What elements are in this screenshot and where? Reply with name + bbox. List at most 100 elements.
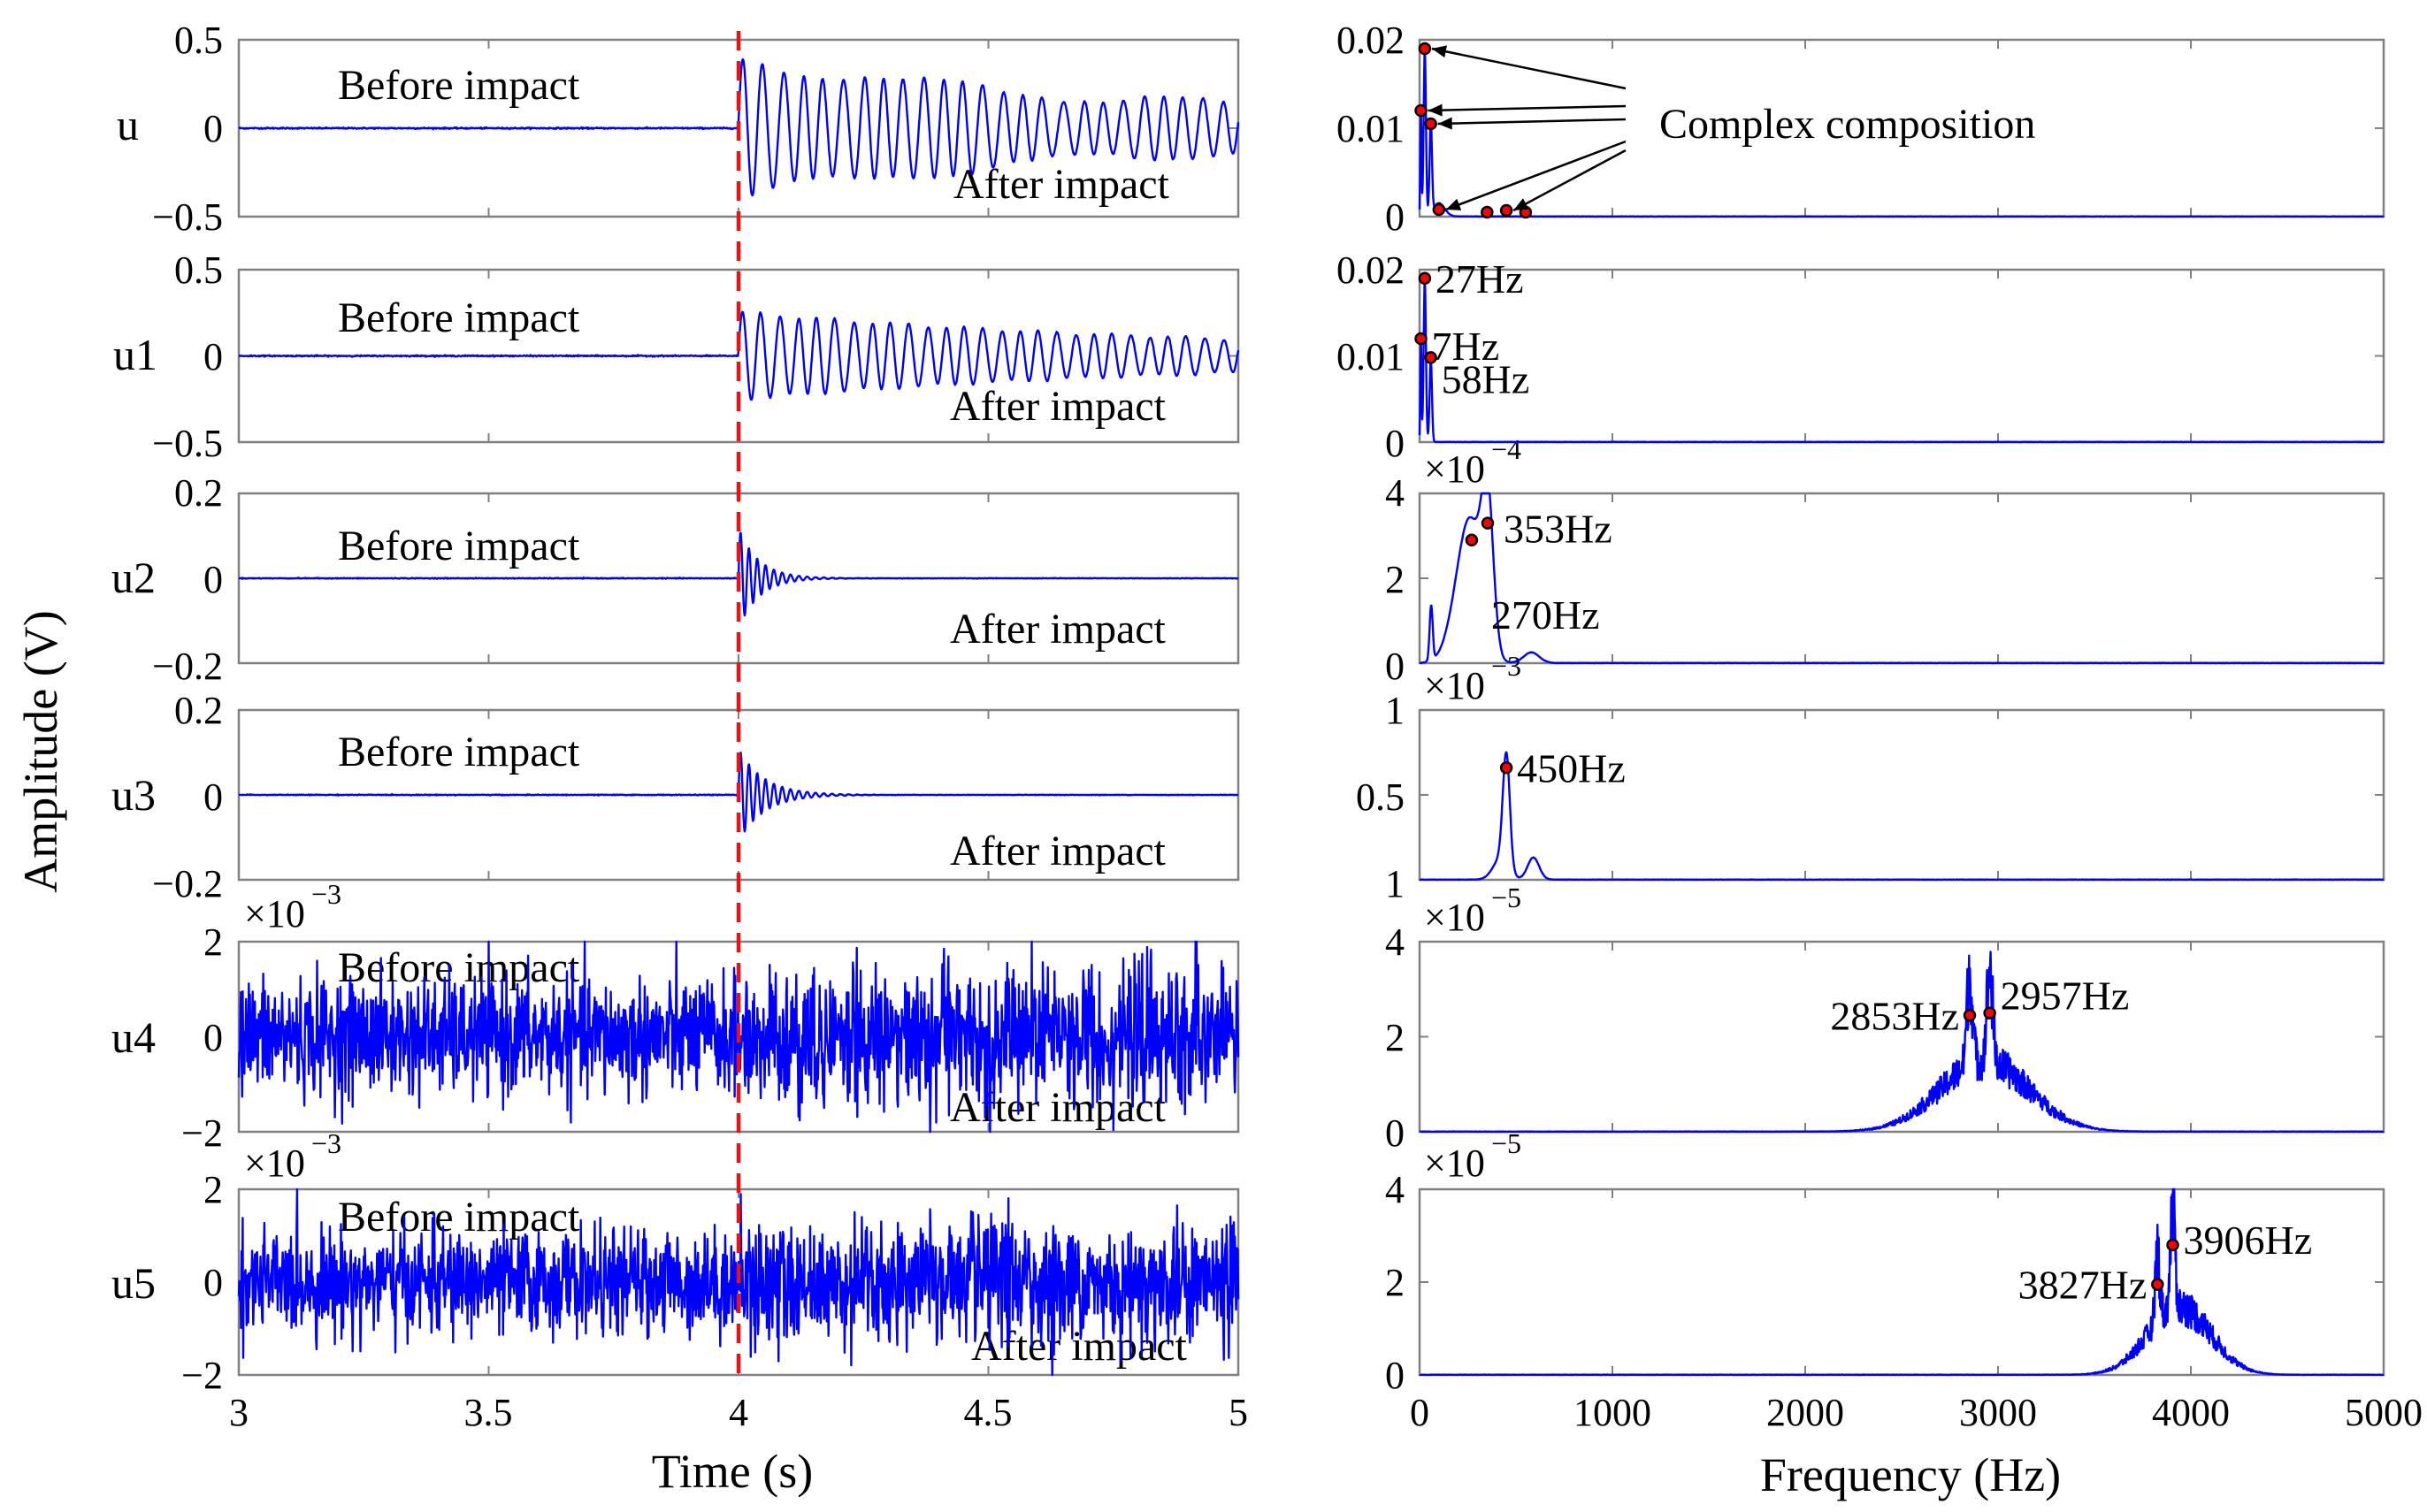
freq-xtick-label: 4000 bbox=[2152, 1391, 2230, 1434]
spectrum-line bbox=[1419, 1187, 2385, 1377]
time-xtick-label: 4.5 bbox=[964, 1391, 1013, 1434]
time-ytick-label: 0.5 bbox=[174, 19, 223, 62]
after-impact-label: After impact bbox=[953, 161, 1170, 208]
freq-ytick-label: 0.02 bbox=[1336, 19, 1405, 62]
time-ytick-label: −0.2 bbox=[152, 862, 223, 905]
time-exponent: −3 bbox=[311, 878, 341, 910]
freq-exponent: −4 bbox=[1491, 433, 1521, 465]
time-ytick-label: 0.2 bbox=[174, 471, 223, 515]
peak-label: 3906Hz bbox=[2184, 1218, 2313, 1263]
freq-ytick-label: 0 bbox=[1385, 1111, 1405, 1155]
time-ytick-label: 0 bbox=[203, 335, 223, 378]
freq-panel-frame bbox=[1418, 940, 2385, 1134]
peak-marker bbox=[1983, 1006, 1996, 1019]
freq-ytick-label: 0 bbox=[1385, 1354, 1405, 1397]
freq-ytick-label: 4 bbox=[1385, 471, 1405, 515]
freq-panel-4: 1 0.5 1 ×10 −3 bbox=[1356, 650, 2385, 905]
after-impact-label: After impact bbox=[950, 828, 1167, 874]
freq-exponent-base: ×10 bbox=[1424, 1142, 1485, 1185]
annotation-arrowhead bbox=[1513, 198, 1529, 210]
y-axis-title: Amplitude (V) bbox=[14, 610, 67, 892]
peak-marker bbox=[1432, 202, 1446, 217]
freq-ytick-label: 4 bbox=[1385, 1168, 1405, 1211]
annotation-arrow-line bbox=[1437, 118, 1627, 126]
annotation-arrow-line bbox=[1431, 47, 1627, 90]
peak-marker bbox=[1414, 332, 1428, 346]
before-impact-label: Before impact bbox=[338, 944, 580, 991]
freq-exponent: −5 bbox=[1491, 882, 1521, 913]
after-impact-label: After impact bbox=[950, 383, 1167, 430]
freq-ytick-label: 0.5 bbox=[1356, 775, 1405, 819]
time-ytick-label: 0 bbox=[203, 775, 223, 819]
frequency-axis-title: Frequency (Hz) bbox=[1760, 1448, 2061, 1501]
time-ytick-label: −0.5 bbox=[152, 195, 223, 239]
time-ytick-label: 0 bbox=[203, 558, 223, 601]
annotation-arrowhead bbox=[1445, 198, 1462, 210]
spectrum-line bbox=[1419, 751, 2385, 882]
before-impact-label: Before impact bbox=[338, 294, 580, 341]
time-ytick-label: −0.5 bbox=[152, 422, 223, 465]
freq-xtick-label: 3000 bbox=[1959, 1391, 2037, 1434]
time-row-name: u3 bbox=[111, 770, 156, 820]
spectrum-line bbox=[1419, 951, 2385, 1134]
annotation-arrowhead bbox=[1428, 103, 1443, 117]
time-row-name: u1 bbox=[113, 330, 157, 379]
before-impact-label: Before impact bbox=[338, 729, 580, 775]
annotation-arrow-line bbox=[1428, 104, 1627, 112]
freq-ytick-label: 0 bbox=[1385, 422, 1405, 465]
peak-label: 450Hz bbox=[1517, 745, 1626, 790]
time-row-name: u bbox=[117, 100, 139, 149]
freq-ytick-label: 2 bbox=[1385, 558, 1405, 601]
time-xtick-label: 3 bbox=[229, 1391, 249, 1434]
peak-marker bbox=[1418, 42, 1432, 56]
time-xtick-label: 4 bbox=[729, 1391, 748, 1434]
spectrum-line bbox=[1419, 492, 2385, 665]
peak-marker bbox=[2151, 1278, 2164, 1291]
freq-xtick-label: 5000 bbox=[2345, 1391, 2423, 1434]
freq-exponent-base: ×10 bbox=[1424, 664, 1485, 707]
freq-panel-frame bbox=[1418, 492, 2385, 665]
time-ytick-label: −0.2 bbox=[152, 645, 223, 688]
freq-xtick-label: 2000 bbox=[1766, 1391, 1844, 1434]
freq-ytick-label: 0.02 bbox=[1336, 248, 1405, 292]
peak-marker bbox=[1481, 205, 1494, 219]
peak-marker bbox=[2166, 1238, 2179, 1252]
annotation-arrow-line bbox=[1512, 149, 1627, 212]
freq-panel-frame bbox=[1418, 38, 2385, 218]
annotation-arrow-line bbox=[1445, 140, 1627, 211]
time-ytick-label: 0 bbox=[203, 1016, 223, 1059]
freq-ytick-label: 0 bbox=[1385, 645, 1405, 688]
freq-xtick-label: 1000 bbox=[1573, 1391, 1651, 1434]
peak-marker bbox=[1465, 533, 1479, 547]
time-ytick-label: −2 bbox=[181, 1354, 223, 1397]
freq-panel-5: 4 2 0 ×10 −5 bbox=[1385, 882, 2385, 1155]
time-series-line bbox=[237, 1187, 1240, 1377]
time-ytick-label: 0.2 bbox=[174, 689, 223, 732]
freq-exponent: −3 bbox=[1491, 650, 1521, 682]
time-xtick-label: 5 bbox=[1229, 1391, 1248, 1434]
freq-ytick-label: 0.01 bbox=[1336, 335, 1405, 378]
time-ytick-label: 2 bbox=[203, 1168, 223, 1211]
peak-marker bbox=[1418, 271, 1432, 286]
spectrum-line bbox=[1418, 46, 2385, 218]
peak-marker bbox=[1481, 516, 1495, 530]
before-impact-label: Before impact bbox=[338, 523, 580, 569]
time-ytick-label: −2 bbox=[181, 1111, 223, 1155]
annotation-arrowhead bbox=[1431, 45, 1447, 58]
time-panel-4: u3 0.2 0 −0.2 Before impact After impact bbox=[111, 689, 1240, 905]
peak-label: 7Hz bbox=[1432, 324, 1500, 369]
time-ytick-label: 2 bbox=[203, 920, 223, 964]
freq-ytick-label: 1 bbox=[1385, 689, 1405, 732]
peak-label: 270Hz bbox=[1491, 592, 1600, 638]
time-ytick-label: 0.5 bbox=[174, 248, 223, 292]
time-exponent-base: ×10 bbox=[244, 892, 305, 935]
freq-ytick-label: 1 bbox=[1385, 862, 1405, 905]
time-row-name: u4 bbox=[111, 1012, 156, 1062]
time-row-name: u2 bbox=[111, 553, 156, 602]
annotation-arrowhead bbox=[1437, 117, 1452, 130]
peak-marker bbox=[1963, 1009, 1977, 1022]
freq-panel-3: 4 2 0 ×10 −4 bbox=[1385, 433, 2385, 688]
peak-marker bbox=[1424, 351, 1437, 364]
